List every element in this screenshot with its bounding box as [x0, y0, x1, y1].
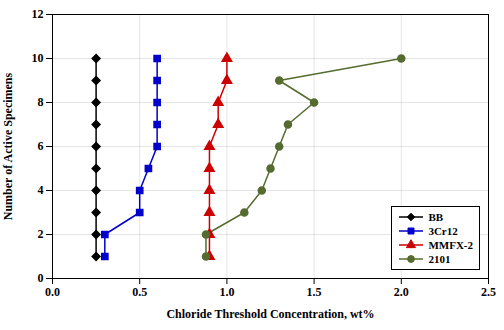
html-text:2101: 2101: [428, 253, 451, 265]
svg-text:0.0: 0.0: [45, 285, 60, 299]
svg-text:12: 12: [32, 7, 44, 21]
svg-text:2.5: 2.5: [481, 285, 496, 299]
html-text:MMFX-2: MMFX-2: [428, 239, 473, 251]
html-text:BB: BB: [428, 211, 444, 223]
svg-text:Chloride Threshold Concentrati: Chloride Threshold Concentration, wt%: [166, 307, 374, 321]
svg-text:4: 4: [38, 183, 44, 197]
svg-text:6: 6: [38, 139, 44, 153]
html-text:3Cr12: 3Cr12: [428, 225, 458, 237]
svg-text:10: 10: [32, 51, 44, 65]
svg-text:1.0: 1.0: [219, 285, 234, 299]
svg-text:Number of Active Specimens: Number of Active Specimens: [1, 72, 15, 220]
svg-text:0: 0: [38, 271, 44, 285]
svg-text:8: 8: [38, 95, 44, 109]
svg-text:1.5: 1.5: [307, 285, 322, 299]
svg-text:0.5: 0.5: [132, 285, 147, 299]
svg-text:2: 2: [38, 227, 44, 241]
svg-text:2.0: 2.0: [394, 285, 409, 299]
